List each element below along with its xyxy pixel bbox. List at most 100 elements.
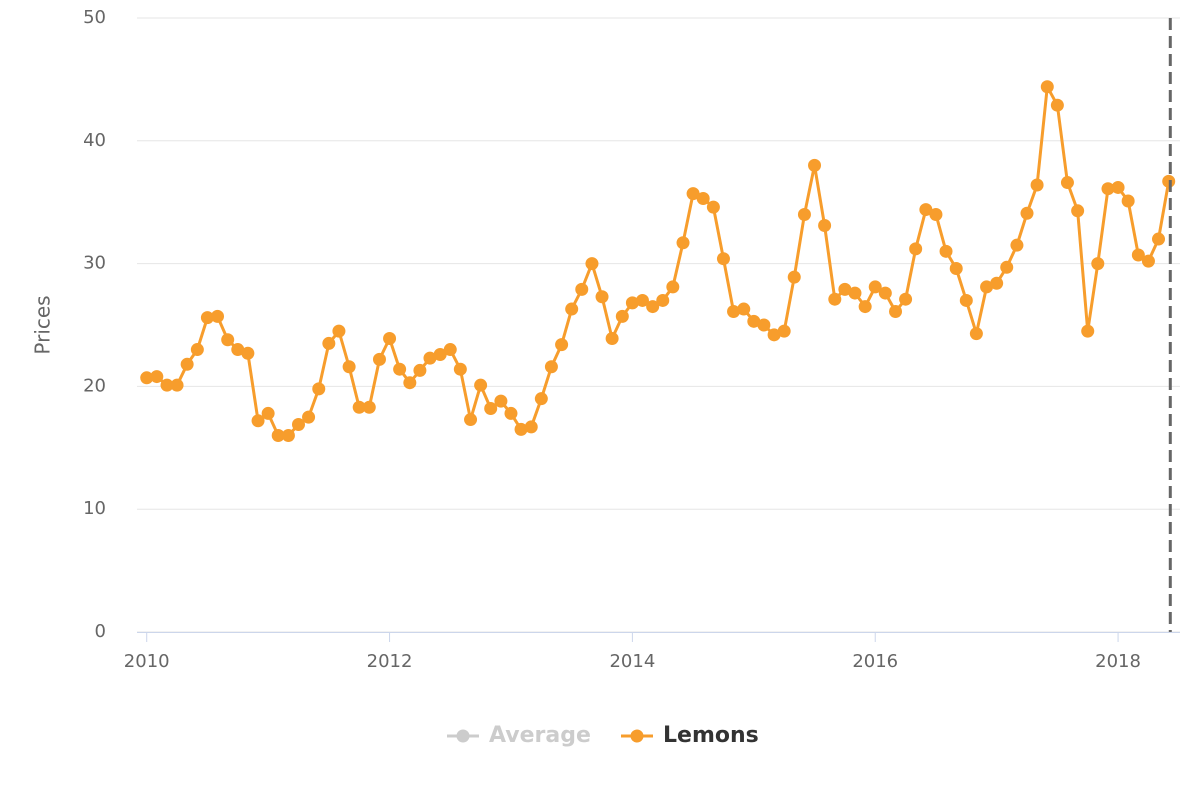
data-point xyxy=(413,363,427,377)
data-point xyxy=(696,192,710,206)
y-tick-label: 50 xyxy=(83,7,106,28)
data-point xyxy=(302,410,316,424)
data-point xyxy=(858,300,872,314)
data-point xyxy=(605,332,619,346)
data-point xyxy=(160,378,174,392)
data-point xyxy=(706,200,720,214)
data-point xyxy=(595,290,609,304)
x-tick-label: 2012 xyxy=(367,651,413,672)
data-point xyxy=(625,296,639,310)
data-point xyxy=(1162,174,1176,188)
data-point xyxy=(818,219,832,233)
data-line xyxy=(146,81,1171,438)
data-point xyxy=(889,304,903,318)
data-point xyxy=(453,362,467,376)
x-tick-label: 2016 xyxy=(852,651,898,672)
data-point xyxy=(838,282,852,296)
data-point xyxy=(848,286,862,300)
data-point xyxy=(190,343,204,357)
data-point xyxy=(686,187,700,201)
data-point xyxy=(777,324,791,338)
data-point xyxy=(1030,178,1044,192)
data-point xyxy=(868,280,882,294)
y-axis-label: Prices xyxy=(31,295,55,354)
data-point xyxy=(909,242,923,256)
data-point xyxy=(423,351,437,365)
data-point xyxy=(899,292,913,306)
data-point xyxy=(747,314,761,328)
y-tick-label: 30 xyxy=(83,253,106,274)
data-point xyxy=(1081,324,1095,338)
data-point xyxy=(312,382,326,396)
data-point xyxy=(656,293,670,307)
data-point xyxy=(1020,206,1034,220)
data-point xyxy=(200,311,214,325)
data-point xyxy=(727,304,741,318)
x-tick-label: 2018 xyxy=(1095,651,1141,672)
data-point xyxy=(1111,180,1125,194)
data-point xyxy=(514,422,528,436)
data-point xyxy=(615,309,629,323)
legend-label[interactable]: Average xyxy=(489,723,591,748)
data-point xyxy=(322,336,336,350)
legend-item[interactable]: Average xyxy=(447,723,591,748)
data-point xyxy=(241,346,255,360)
data-point xyxy=(1060,176,1074,190)
data-point xyxy=(281,429,295,443)
data-point xyxy=(544,360,558,374)
data-point xyxy=(140,371,154,385)
x-tick-label: 2014 xyxy=(609,651,655,672)
data-point xyxy=(433,347,447,361)
data-point xyxy=(1050,98,1064,112)
y-tick-label: 20 xyxy=(83,375,106,396)
data-point xyxy=(959,293,973,307)
data-point xyxy=(585,257,599,271)
data-point xyxy=(180,357,194,371)
data-point xyxy=(1071,204,1085,218)
data-point xyxy=(949,262,963,276)
data-point xyxy=(939,244,953,258)
data-point xyxy=(150,370,164,384)
y-tick-label: 10 xyxy=(83,498,106,519)
data-point xyxy=(929,207,943,221)
data-point xyxy=(757,318,771,332)
data-point xyxy=(251,414,265,428)
data-point xyxy=(271,429,285,443)
data-point xyxy=(990,276,1004,290)
data-point xyxy=(1101,182,1115,196)
data-point xyxy=(383,332,397,346)
data-point xyxy=(1000,260,1014,274)
data-point xyxy=(221,333,235,347)
data-point xyxy=(403,376,417,390)
data-point xyxy=(484,402,498,416)
x-tick-label: 2010 xyxy=(124,651,170,672)
data-point xyxy=(646,300,660,314)
data-point xyxy=(534,392,548,406)
data-point xyxy=(575,282,589,296)
data-point xyxy=(716,252,730,266)
data-point xyxy=(332,324,346,338)
data-point xyxy=(797,207,811,221)
data-point xyxy=(231,343,245,357)
data-point xyxy=(635,293,649,307)
data-point xyxy=(1131,248,1145,262)
data-point xyxy=(1040,80,1054,94)
data-point xyxy=(443,343,457,357)
data-point xyxy=(878,286,892,300)
data-point xyxy=(1010,238,1024,252)
data-point xyxy=(737,302,751,316)
data-point xyxy=(464,413,478,427)
y-tick-label: 0 xyxy=(95,621,106,642)
data-point xyxy=(211,309,225,323)
data-point xyxy=(352,400,366,414)
y-tick-label: 40 xyxy=(83,130,106,151)
legend-label[interactable]: Lemons xyxy=(663,723,759,748)
legend-symbol xyxy=(630,729,644,743)
data-point xyxy=(666,280,680,294)
legend-item[interactable]: Lemons xyxy=(621,723,759,748)
data-point xyxy=(919,203,933,217)
data-point xyxy=(1121,194,1135,208)
data-point xyxy=(393,362,407,376)
data-point xyxy=(980,280,994,294)
